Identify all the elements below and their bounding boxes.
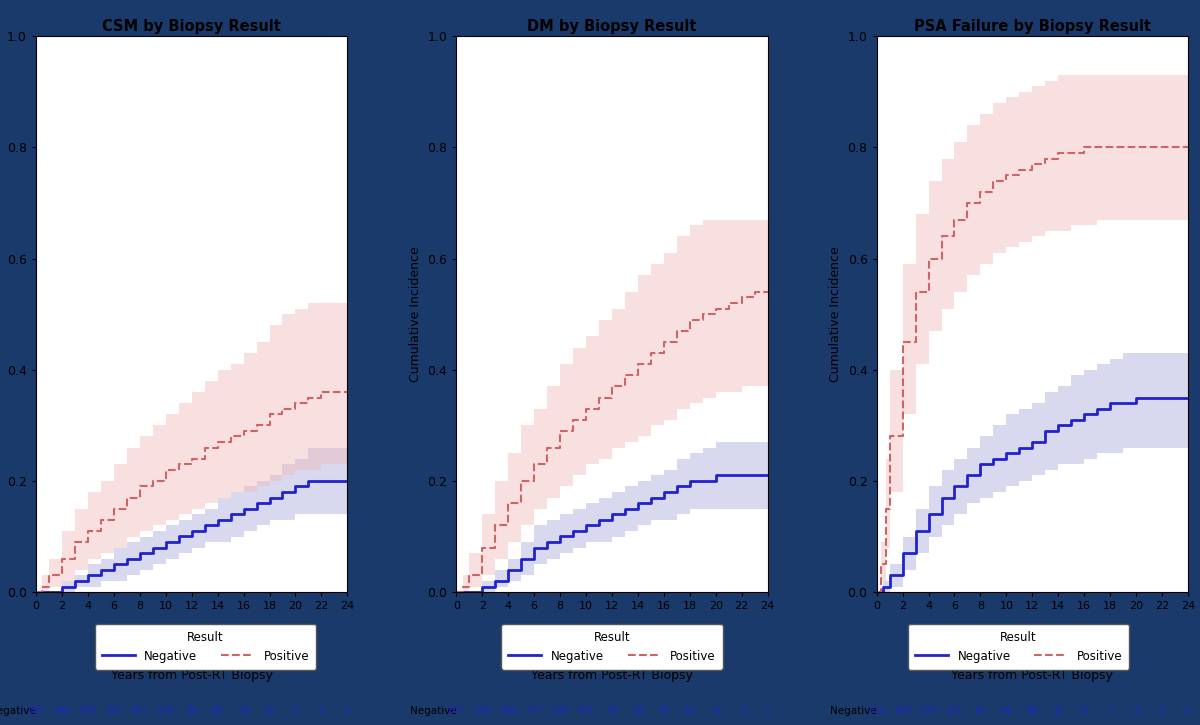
Text: 33: 33 — [658, 706, 670, 715]
Legend: Negative, Positive: Negative, Positive — [908, 624, 1129, 670]
X-axis label: Years from Post-RT Biopsy: Years from Post-RT Biopsy — [532, 669, 692, 682]
Legend: Negative, Positive: Negative, Positive — [95, 624, 316, 670]
Text: 246: 246 — [54, 706, 71, 715]
Text: Negative: Negative — [409, 706, 456, 716]
Text: 101: 101 — [577, 706, 595, 715]
Text: 201: 201 — [106, 706, 122, 715]
Text: 17: 17 — [1079, 706, 1090, 715]
Y-axis label: Cumulative Incidence: Cumulative Incidence — [409, 247, 421, 382]
Text: 15: 15 — [684, 706, 696, 715]
Legend: Negative, Positive: Negative, Positive — [502, 624, 722, 670]
Text: 8: 8 — [713, 706, 719, 715]
Title: PSA Failure by Biopsy Result: PSA Failure by Biopsy Result — [913, 19, 1151, 33]
Y-axis label: Cumulative Incidence: Cumulative Incidence — [0, 247, 1, 382]
Text: 52: 52 — [632, 706, 643, 715]
Text: 267: 267 — [448, 706, 464, 715]
Text: 267: 267 — [28, 706, 44, 715]
Y-axis label: Cumulative Incidence: Cumulative Incidence — [829, 247, 842, 382]
Text: 143: 143 — [552, 706, 569, 715]
Text: 147: 147 — [920, 706, 937, 715]
Text: 84: 84 — [186, 706, 197, 715]
Text: 4: 4 — [1133, 706, 1139, 715]
Text: 161: 161 — [131, 706, 149, 715]
Text: 121: 121 — [946, 706, 964, 715]
Text: 177: 177 — [526, 706, 542, 715]
Text: 1: 1 — [1186, 706, 1190, 715]
X-axis label: Years from Post-RT Biopsy: Years from Post-RT Biopsy — [952, 669, 1114, 682]
Text: 74: 74 — [606, 706, 618, 715]
Text: 206: 206 — [499, 706, 517, 715]
Text: 229: 229 — [79, 706, 96, 715]
Text: 3: 3 — [318, 706, 324, 715]
Text: 16: 16 — [264, 706, 275, 715]
Title: DM by Biopsy Result: DM by Biopsy Result — [527, 19, 697, 33]
Text: 46: 46 — [1027, 706, 1038, 715]
Text: 95: 95 — [974, 706, 986, 715]
Text: 2: 2 — [1159, 706, 1165, 715]
Text: 118: 118 — [157, 706, 174, 715]
Text: 36: 36 — [238, 706, 250, 715]
Text: Negative: Negative — [830, 706, 877, 716]
Text: 9: 9 — [293, 706, 299, 715]
Text: 64: 64 — [1001, 706, 1012, 715]
Text: Negative: Negative — [0, 706, 36, 716]
X-axis label: Years from Post-RT Biopsy: Years from Post-RT Biopsy — [110, 669, 272, 682]
Text: 31: 31 — [1052, 706, 1064, 715]
Text: 230: 230 — [474, 706, 491, 715]
Text: 210: 210 — [868, 706, 886, 715]
Title: CSM by Biopsy Result: CSM by Biopsy Result — [102, 19, 281, 33]
Text: 1: 1 — [764, 706, 770, 715]
Text: 60: 60 — [212, 706, 223, 715]
Text: 3: 3 — [739, 706, 745, 715]
Text: 7: 7 — [1108, 706, 1114, 715]
Text: 168: 168 — [894, 706, 911, 715]
Text: 1: 1 — [344, 706, 350, 715]
